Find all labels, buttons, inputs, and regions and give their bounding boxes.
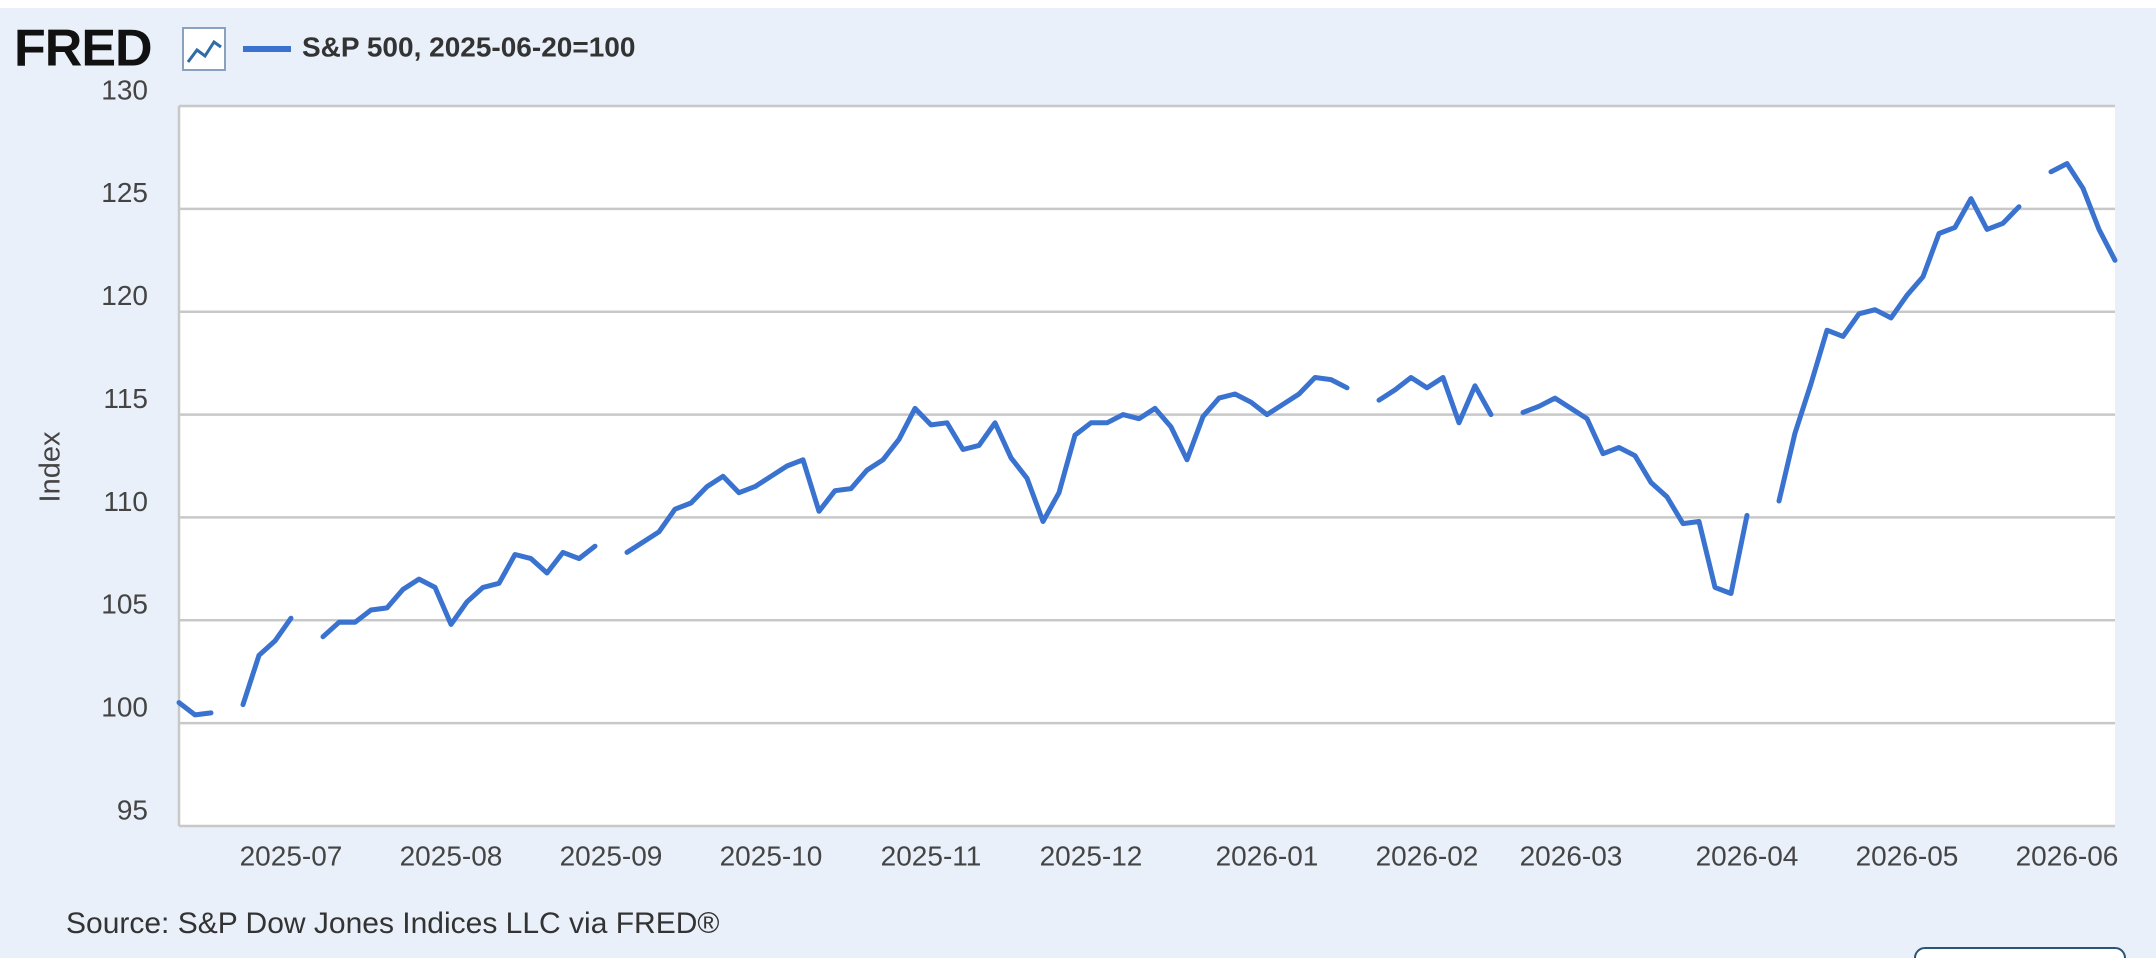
x-tick-label: 2026-06 — [2016, 840, 2119, 871]
y-tick-label: 100 — [101, 692, 148, 723]
y-axis-label: Index — [35, 431, 67, 502]
plot-area — [179, 106, 2115, 826]
x-tick-label: 2025-10 — [720, 840, 823, 871]
y-tick-label: 95 — [117, 794, 148, 825]
button[interactable] — [1914, 947, 2126, 963]
chart-icon — [182, 27, 226, 71]
x-tick-label: 2025-09 — [560, 840, 663, 871]
y-tick-label: 105 — [101, 589, 148, 620]
source: Source: S&P Dow Jones Indices LLC via FR… — [66, 907, 720, 940]
x-tick-label: 2026-01 — [1216, 840, 1319, 871]
y-tick-label: 130 — [101, 74, 148, 105]
x-tick-label: 2026-05 — [1856, 840, 1959, 871]
series-line — [176, 161, 2118, 718]
y-tick-label: 125 — [101, 177, 148, 208]
x-tick-label: 2025-12 — [1040, 840, 1143, 871]
logo: FRED — [14, 20, 152, 78]
y-tick-label: 120 — [101, 280, 148, 311]
x-tick-label: 2025-07 — [240, 840, 343, 871]
x-tick-label: 2026-02 — [1376, 840, 1479, 871]
y-tick-label: 110 — [103, 486, 148, 517]
x-tick-label: 2026-04 — [1696, 840, 1799, 871]
x-tick-label: 2025-11 — [881, 840, 982, 871]
x-tick-label: 2025-08 — [400, 840, 503, 871]
y-tick-label: 115 — [103, 383, 148, 414]
x-tick-label: 2026-03 — [1520, 840, 1623, 871]
legend-label: S&P 500, 2025-06-20=100 — [302, 31, 635, 62]
